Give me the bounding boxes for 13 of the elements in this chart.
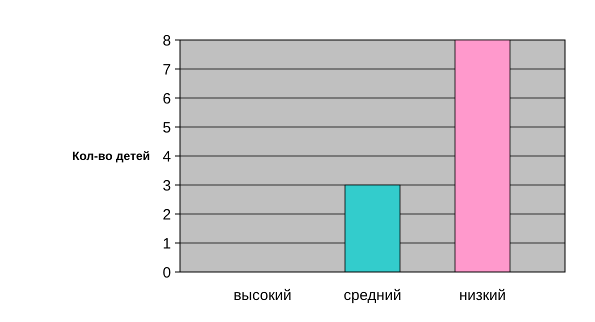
y-tick-label: 5 <box>162 119 171 136</box>
y-tick-label: 4 <box>162 148 171 166</box>
x-tick-label: высокий <box>233 287 292 304</box>
y-tick-label: 1 <box>162 235 171 252</box>
y-tick-label: 2 <box>162 206 171 224</box>
y-axis-title: Кол-во детей <box>72 149 150 163</box>
y-tick-label: 8 <box>162 32 171 50</box>
y-tick-label: 6 <box>162 90 171 108</box>
y-tick-label: 0 <box>162 264 171 282</box>
y-tick-label: 3 <box>162 177 171 194</box>
x-tick-label: средний <box>344 287 402 304</box>
x-tick-label: низкий <box>459 287 506 304</box>
y-tick-label: 7 <box>162 61 171 78</box>
